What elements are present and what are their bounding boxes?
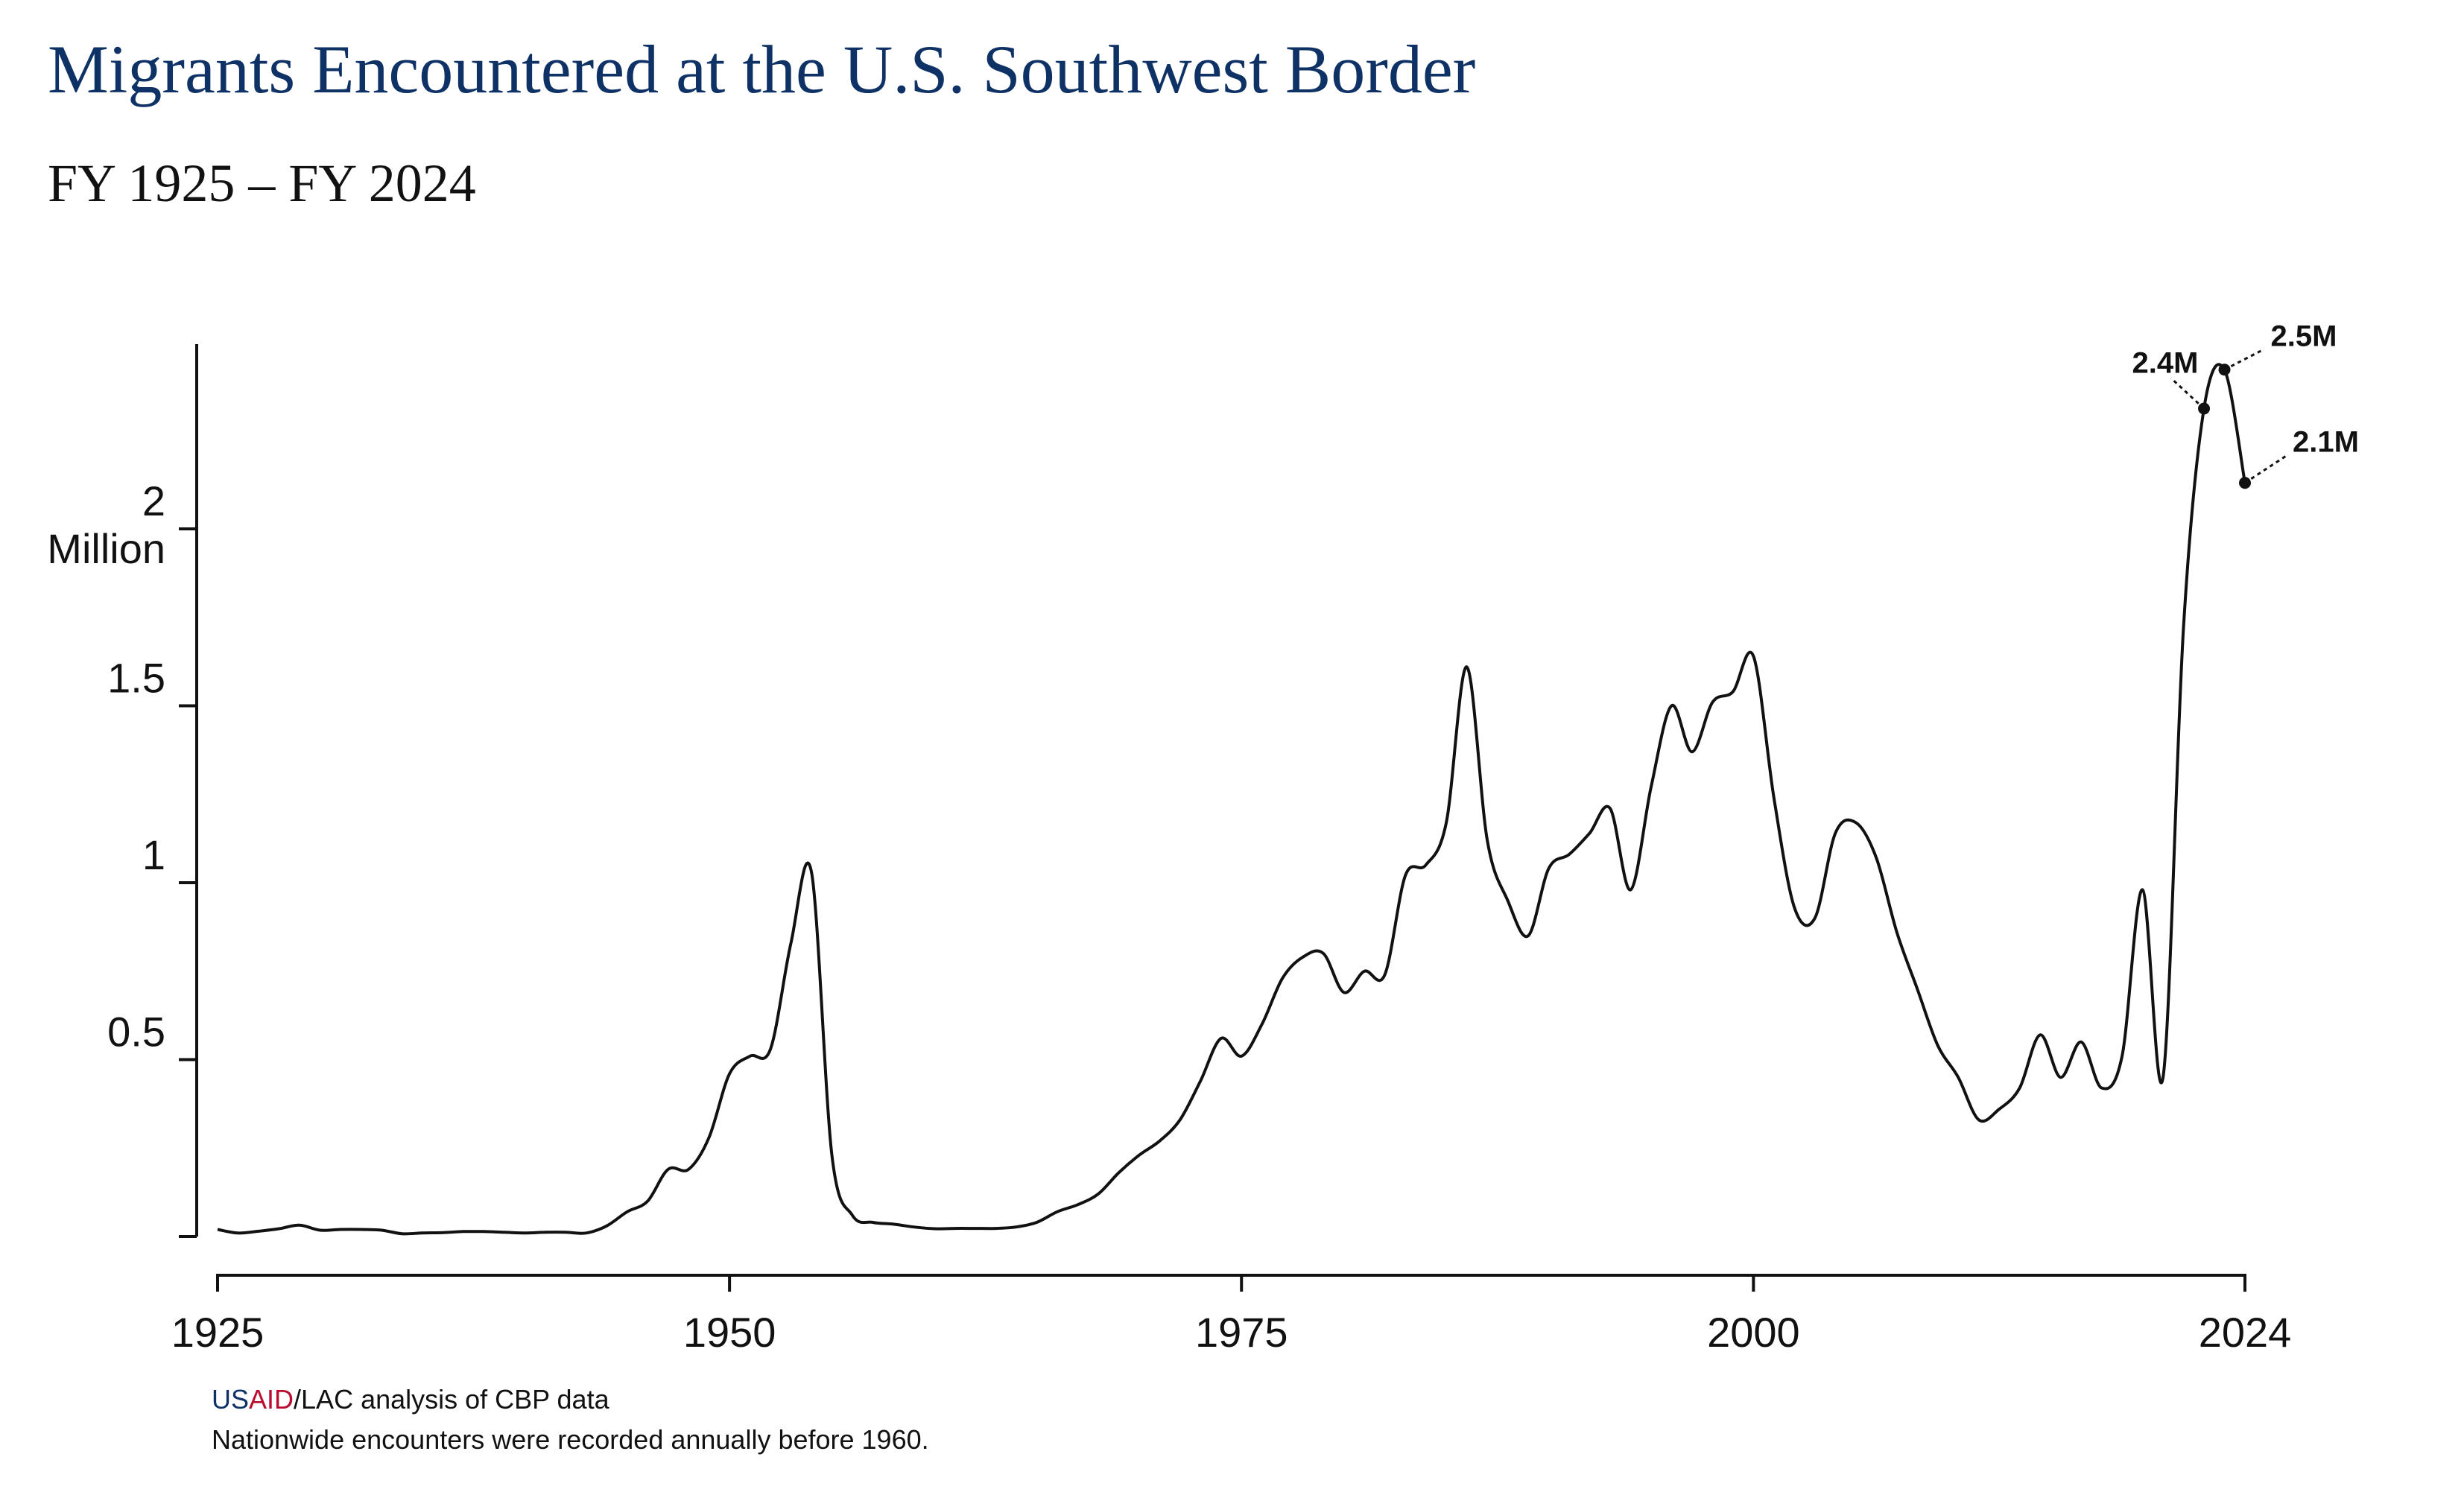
annotation-leader <box>2170 377 2205 410</box>
annotation-label: 2.1M <box>2293 425 2359 458</box>
x-tick-label: 2000 <box>1707 1309 1800 1356</box>
source-aid: AID <box>249 1384 294 1415</box>
annotations: 2.4M 2.5M 2.1M <box>2132 320 2359 489</box>
annotation-point <box>2198 402 2211 415</box>
y-tick-label: 1.5 <box>107 655 165 702</box>
x-tick-label: 1950 <box>683 1309 776 1356</box>
y-tick-label: 0.5 <box>107 1009 165 1056</box>
annotation-point <box>2239 477 2251 489</box>
y-tick-label: 2 <box>142 477 165 524</box>
y-tick-label: 1 <box>142 831 165 878</box>
chart-title: Migrants Encountered at the U.S. Southwe… <box>48 31 1476 107</box>
annotation-leader <box>2223 348 2264 371</box>
x-tick-label: 1975 <box>1195 1309 1288 1356</box>
y-axis-label: Million <box>47 525 165 572</box>
annotation-leader <box>2244 455 2287 484</box>
source-rest: /LAC analysis of CBP data <box>294 1384 609 1415</box>
annotation-label: 2.5M <box>2271 320 2337 352</box>
x-tick-label: 1925 <box>171 1309 265 1356</box>
series-line <box>217 363 2246 1236</box>
axes <box>195 344 2246 1277</box>
chart-subtitle: FY 1925 – FY 2024 <box>48 153 476 213</box>
annotation-label: 2.4M <box>2132 347 2199 380</box>
x-tick-label: 2024 <box>2199 1309 2292 1356</box>
footnote: Nationwide encounters were recorded annu… <box>212 1424 929 1455</box>
annotation-point <box>2218 364 2231 376</box>
source-us: US <box>212 1384 250 1415</box>
source-note: USAID/LAC analysis of CBP data <box>212 1384 609 1415</box>
